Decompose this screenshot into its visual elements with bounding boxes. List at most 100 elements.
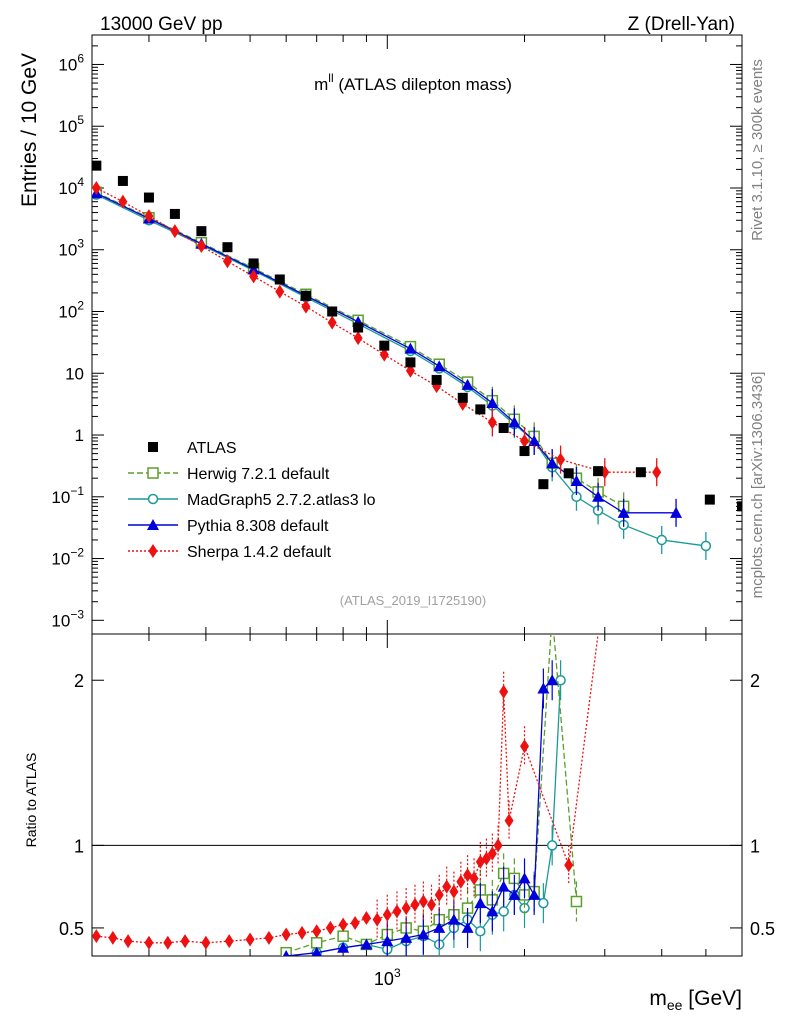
legend-label-atlas: ATLAS bbox=[187, 440, 237, 457]
point-pythia bbox=[508, 416, 521, 428]
ratio-point-sherpa bbox=[392, 904, 402, 919]
point-atlas bbox=[431, 374, 442, 385]
x-tick-label: 103 bbox=[374, 966, 401, 989]
point-sherpa bbox=[520, 434, 530, 449]
y-tick-label: 104 bbox=[58, 175, 84, 198]
ratio-tick-label-left: 1 bbox=[74, 836, 84, 856]
ratio-point-sherpa bbox=[481, 851, 491, 866]
xlabel-main: m bbox=[649, 987, 667, 1010]
ratio-layer bbox=[92, 574, 609, 956]
xlabel-unit: [GeV] bbox=[682, 987, 742, 1010]
y-tick-label: 10−2 bbox=[51, 546, 84, 569]
ratio-series-sherpa bbox=[92, 574, 609, 950]
point-atlas bbox=[704, 494, 715, 505]
ratio-point-pythia bbox=[537, 682, 550, 694]
series-layer bbox=[92, 160, 742, 560]
point-sherpa bbox=[92, 180, 101, 195]
ratio-plot-frame bbox=[91, 633, 743, 957]
title-sup: ll bbox=[328, 71, 333, 85]
x-axis-label: mee [GeV] bbox=[649, 987, 742, 1013]
ratio-point-sherpa bbox=[361, 911, 371, 926]
point-pythia bbox=[486, 396, 499, 408]
y-tick-label: 10 bbox=[65, 364, 84, 383]
ratio-point-pythia bbox=[311, 946, 322, 956]
ratio-point-herwig bbox=[570, 895, 583, 908]
point-atlas bbox=[635, 467, 646, 478]
point-sherpa bbox=[301, 299, 311, 314]
header-left: 13000 GeV pp bbox=[100, 14, 223, 35]
plot-title: mll (ATLAS dilepton mass) bbox=[314, 71, 512, 94]
ratio-point-madgraph5 bbox=[498, 906, 509, 917]
point-atlas bbox=[274, 274, 285, 285]
ratio-point-sherpa bbox=[201, 935, 211, 950]
ratio-tick-label-right: 0.5 bbox=[750, 919, 775, 939]
point-atlas bbox=[519, 446, 530, 457]
ratio-point-pythia bbox=[528, 888, 541, 900]
ratio-tick-label-left: 2 bbox=[74, 671, 84, 691]
ratio-point-pythia bbox=[486, 905, 499, 917]
point-pythia bbox=[570, 475, 583, 487]
legend: ATLAS Herwig 7.2.1 default MadGraph5 2.7.2… bbox=[128, 440, 376, 561]
ratio-line-pythia bbox=[286, 679, 553, 956]
plot-frames bbox=[91, 34, 743, 957]
legend-marker-herwig bbox=[147, 467, 159, 479]
point-atlas bbox=[353, 322, 364, 333]
point-pythia bbox=[433, 360, 446, 372]
legend-marker-sherpa bbox=[148, 544, 158, 558]
ratio-point-sherpa bbox=[520, 739, 530, 754]
ratio-point-sherpa bbox=[163, 935, 173, 950]
ratio-point-sherpa bbox=[469, 871, 479, 886]
point-sherpa bbox=[170, 224, 180, 239]
ratio-point-pythia bbox=[447, 913, 460, 925]
ratio-point-madgraph5 bbox=[546, 840, 558, 851]
legend-label-herwig: Herwig 7.2.1 default bbox=[187, 466, 330, 483]
rivet-version-text: Rivet 3.1.10, ≥ 300k events bbox=[749, 59, 766, 241]
ratio-point-sherpa bbox=[297, 925, 307, 940]
ratio-point-madgraph5 bbox=[475, 925, 486, 937]
ratio-point-sherpa bbox=[499, 684, 509, 699]
ratio-point-sherpa bbox=[449, 884, 459, 899]
legend-entry-atlas: ATLAS bbox=[148, 440, 237, 457]
ratio-point-pythia bbox=[400, 931, 413, 943]
point-atlas bbox=[538, 479, 549, 490]
y-tick-label: 106 bbox=[58, 51, 84, 74]
ratio-point-sherpa bbox=[382, 907, 392, 922]
y-tick-label: 1 bbox=[75, 426, 84, 445]
point-madgraph5 bbox=[700, 540, 712, 552]
point-atlas bbox=[327, 306, 338, 317]
ratio-point-sherpa bbox=[123, 934, 133, 949]
ratio-point-sherpa bbox=[418, 894, 428, 909]
point-atlas bbox=[563, 468, 574, 479]
legend-entry-herwig: Herwig 7.2.1 default bbox=[128, 466, 330, 483]
ratio-point-sherpa bbox=[564, 858, 574, 873]
ratio-point-sherpa bbox=[410, 897, 420, 912]
point-pythia bbox=[528, 435, 541, 447]
ratio-point-sherpa bbox=[600, 574, 609, 588]
ratio-point-pythia bbox=[518, 872, 531, 884]
legend-entry-pythia: Pythia 8.308 default bbox=[128, 518, 329, 535]
point-sherpa bbox=[144, 209, 154, 224]
point-pythia bbox=[546, 457, 559, 469]
chart-labels: 13000 GeV pp Z (Drell-Yan) mll (ATLAS di… bbox=[18, 14, 766, 1013]
series-atlas bbox=[92, 160, 742, 512]
point-sherpa bbox=[222, 254, 232, 269]
point-sherpa bbox=[556, 452, 566, 467]
title-main: m bbox=[314, 75, 328, 94]
point-atlas bbox=[222, 242, 233, 253]
y-tick-label: 102 bbox=[58, 299, 84, 322]
point-atlas bbox=[475, 404, 486, 415]
y-tick-label: 10−3 bbox=[51, 607, 84, 630]
ratio-point-sherpa bbox=[264, 930, 274, 945]
point-atlas bbox=[379, 340, 390, 351]
legend-marker-madgraph5 bbox=[147, 493, 159, 505]
point-pythia bbox=[404, 342, 417, 354]
ratio-point-herwig bbox=[337, 930, 349, 942]
ratio-point-pythia bbox=[546, 674, 559, 686]
ratio-point-sherpa bbox=[493, 838, 503, 853]
point-atlas bbox=[405, 357, 416, 368]
legend-label-pythia: Pythia 8.308 default bbox=[187, 518, 329, 535]
point-atlas bbox=[498, 422, 509, 433]
point-sherpa bbox=[327, 315, 337, 330]
ratio-y-axis-label: Ratio to ATLAS bbox=[23, 753, 39, 848]
point-pythia bbox=[247, 263, 260, 275]
